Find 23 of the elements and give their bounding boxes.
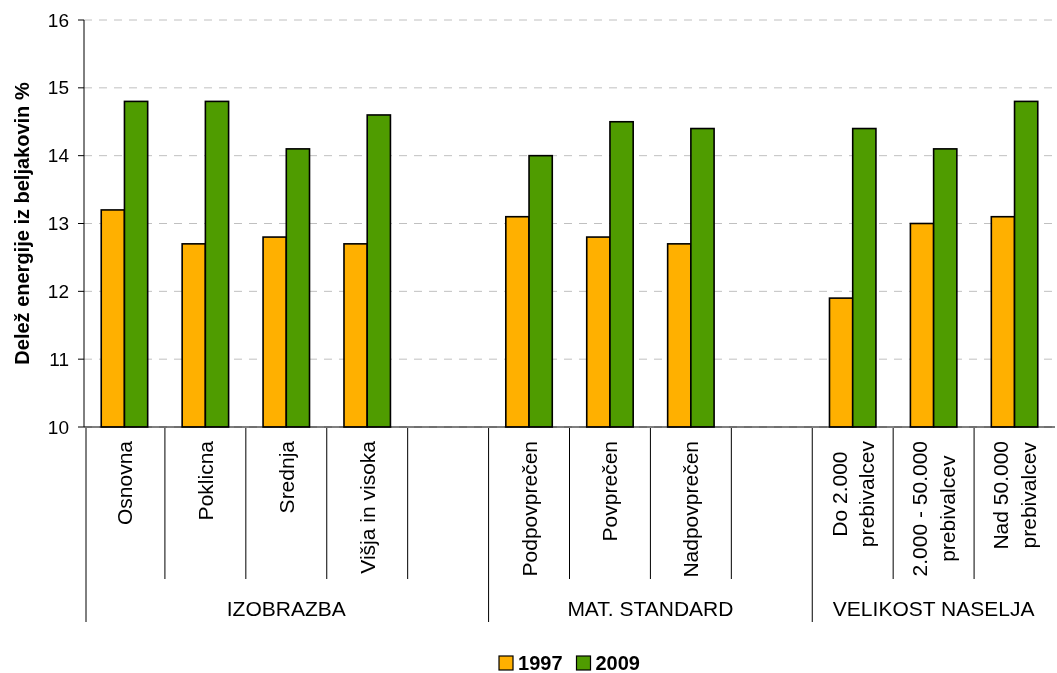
- y-tick-label: 10: [47, 416, 69, 438]
- y-tick-label: 11: [49, 348, 69, 370]
- x-tick-label: Nadpovprečen: [679, 441, 703, 578]
- x-tick-label: Osnovna: [112, 440, 136, 526]
- x-tick-label: Nad 50.000 prebivalcev: [989, 441, 1040, 550]
- x-tick-label: Povprečen: [598, 440, 622, 542]
- text: IZOBRAZBA: [226, 597, 346, 620]
- x-tick-label: Podpovprečen: [517, 441, 541, 577]
- y-axis-title: Delež energije iz beljakovin %: [11, 82, 33, 365]
- x-tick-label: Do 2.000 prebivalcev: [827, 440, 878, 548]
- y-tick-label: 13: [47, 213, 69, 234]
- y-tick-label: 15: [47, 77, 69, 99]
- x-tick-label: 2.000 - 50.000 prebivalcev: [908, 441, 959, 577]
- legend-label: 1997: [518, 652, 563, 673]
- y-tick-label: 12: [47, 280, 69, 302]
- legend-label: 2009: [595, 652, 640, 673]
- y-tick-label: 16: [47, 9, 69, 31]
- x-tick-label: Poklicna: [193, 440, 217, 521]
- x-tick-label: Višja in visoka: [355, 440, 379, 574]
- text: VELIKOST NASELJA: [832, 597, 1035, 620]
- text: MAT. STANDARD: [567, 597, 734, 620]
- y-tick-label: 14: [47, 145, 70, 167]
- x-tick-label: Srednja: [274, 440, 298, 514]
